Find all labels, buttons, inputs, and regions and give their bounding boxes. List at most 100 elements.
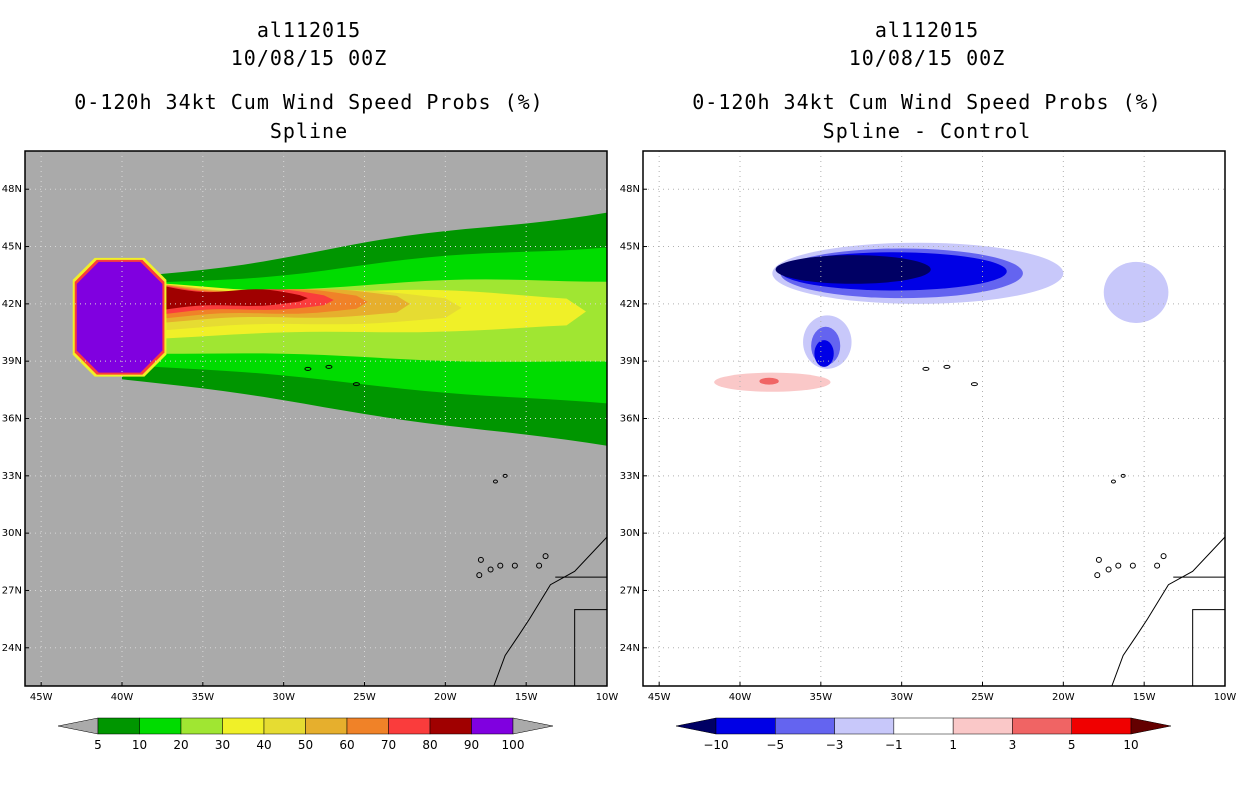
colorbar-swatch (715, 717, 776, 735)
canary-island (1105, 566, 1112, 573)
canary-island (1094, 572, 1101, 579)
y-tick-label: 42N (620, 299, 640, 310)
madeira-island (1120, 473, 1126, 478)
y-tick-label: 36N (2, 414, 22, 425)
madeira-island (1110, 479, 1116, 484)
x-tick-label: 40W (729, 692, 752, 703)
africa-coastline (493, 536, 607, 686)
colorbar-label: 60 (339, 738, 354, 752)
y-tick-label: 39N (2, 356, 22, 367)
colorbar-swatch (952, 717, 1013, 735)
colorbar-swatch (305, 717, 348, 735)
colorbar-label: 10 (1123, 738, 1138, 752)
colorbar-swatch (97, 717, 140, 735)
x-tick-label: 15W (515, 692, 538, 703)
x-tick-label: 35W (810, 692, 833, 703)
prob-contour-100 (76, 261, 163, 373)
x-tick-label: 35W (192, 692, 215, 703)
y-tick-label: 27N (2, 585, 22, 596)
diff-contour-1 (1103, 261, 1169, 323)
colorbar-label: 30 (215, 738, 230, 752)
y-tick-label: 39N (620, 356, 640, 367)
azores-island (304, 366, 312, 371)
x-tick-label: 10W (596, 692, 618, 703)
colorbar-swatch (263, 717, 306, 735)
plot-area (643, 151, 1225, 686)
chart-title-variant: Spline (269, 119, 349, 143)
chart-title-variant: Spline - Control (822, 119, 1032, 143)
y-tick-label: 33N (2, 471, 22, 482)
colorbar-swatch (1012, 717, 1072, 735)
y-tick-label: 30N (620, 528, 640, 539)
chart-title-datetime: 10/08/15 00Z (848, 46, 1006, 70)
x-tick-label: 25W (971, 692, 994, 703)
colorbar-swatch (346, 717, 389, 735)
x-tick-label: 45W (30, 692, 53, 703)
colorbar-swatch (471, 717, 514, 735)
y-tick-label: 48N (2, 184, 22, 195)
colorbar-swatch (429, 717, 472, 735)
x-tick-label: 20W (434, 692, 457, 703)
colorbar-label: −5 (766, 738, 784, 752)
colorbar-swatch (139, 717, 182, 735)
border-line (1192, 609, 1225, 686)
colorbar-extend-high (512, 717, 554, 735)
azores-island (970, 382, 978, 387)
madeira-island (502, 473, 508, 478)
colorbar-label: 80 (422, 738, 437, 752)
y-tick-label: 27N (620, 585, 640, 596)
canary-island (487, 566, 494, 573)
plot-area (25, 151, 607, 686)
chart-panel-spline-control: al112015 10/08/15 00Z 0-120h 34kt Cum Wi… (618, 0, 1236, 800)
azores-island (943, 364, 951, 369)
chart-panel-spline: al112015 10/08/15 00Z 0-120h 34kt Cum Wi… (2, 18, 618, 752)
canary-island (477, 556, 484, 563)
colorbar-swatch (222, 717, 265, 735)
canary-island (497, 562, 504, 569)
colorbar-swatch (1071, 717, 1132, 735)
colorbar-extend-high (1130, 717, 1172, 735)
colorbar: −10 −5 −3 −1 1 3 5 10 (675, 717, 1172, 752)
y-tick-label: 33N (620, 471, 640, 482)
colorbar: 5 10 20 30 40 50 60 70 80 90 100 (57, 717, 554, 752)
africa-coastline (1111, 536, 1225, 686)
gridlines (643, 151, 1225, 686)
y-tick-label: 30N (2, 528, 22, 539)
chart-title-storm-id: al112015 (256, 18, 362, 42)
x-tick-label: 40W (111, 692, 134, 703)
x-tick-label: 25W (353, 692, 376, 703)
chart-svg-spline: 45W 40W 35W 30W 25W 20W 15W 10W 24N 27N 30N 33N 36N 3… (2, 150, 618, 752)
canary-island (1115, 562, 1122, 569)
coastlines (922, 364, 1225, 686)
canary-island (1129, 562, 1136, 569)
diff-contour-7 (775, 255, 931, 284)
gridlines (25, 151, 607, 686)
colorbar-swatch (893, 717, 954, 735)
y-tick-label: 45N (620, 242, 640, 253)
colorbar-label: 40 (256, 738, 271, 752)
y-tick-label: 36N (620, 414, 640, 425)
chart-title-datetime: 10/08/15 00Z (230, 46, 388, 70)
colorbar-label: −3 (826, 738, 844, 752)
x-tick-label: 45W (648, 692, 671, 703)
y-tick-label: 48N (620, 184, 640, 195)
colorbar-label: 3 (1009, 738, 1017, 752)
colorbar-swatch (834, 717, 895, 735)
colorbar-label: 70 (381, 738, 396, 752)
x-tick-label: 30W (272, 692, 295, 703)
y-tick-label: 24N (2, 643, 22, 654)
chart-title-storm-id: al112015 (874, 18, 980, 42)
chart-svg-spline-control: 45W 40W 35W 30W 25W 20W 15W 10W 24N 27N 30N 33N 36N 3… (620, 150, 1236, 752)
y-tick-label: 24N (620, 643, 640, 654)
canary-island (1095, 556, 1102, 563)
colorbar-label: 100 (502, 738, 525, 752)
chart-title-product: 0-120h 34kt Cum Wind Speed Probs (%) (692, 90, 1162, 114)
y-tick-label: 45N (2, 242, 22, 253)
colorbar-label: −10 (703, 738, 728, 752)
x-tick-label: 15W (1133, 692, 1156, 703)
colorbar-swatch (388, 717, 431, 735)
colorbar-swatch (180, 717, 223, 735)
x-tick-label: 10W (1214, 692, 1236, 703)
canary-island (1160, 553, 1167, 560)
colorbar-label: 50 (298, 738, 313, 752)
